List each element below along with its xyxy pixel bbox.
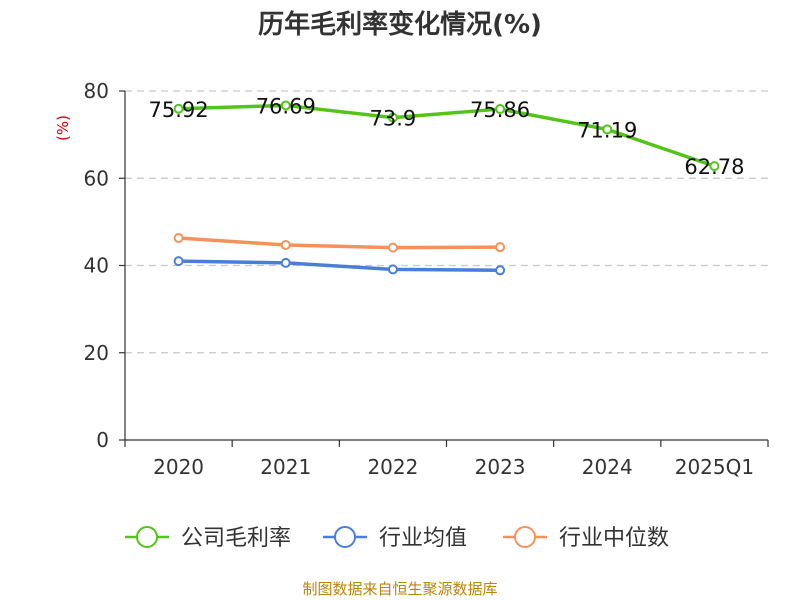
data-label: 76.69 <box>256 94 316 118</box>
data-point <box>387 264 398 275</box>
data-point <box>495 104 506 115</box>
x-tick-label: 2020 <box>153 455 204 479</box>
y-tick-label: 40 <box>84 254 109 278</box>
legend-label: 行业均值 <box>379 526 467 551</box>
data-label: 73.9 <box>370 107 417 131</box>
series-line <box>178 259 501 273</box>
legend-label: 行业中位数 <box>559 526 669 551</box>
series-line <box>178 236 501 250</box>
y-tick-label: 80 <box>84 79 109 103</box>
legend-label: 公司毛利率 <box>181 526 291 551</box>
legend-marker <box>514 526 536 548</box>
chart-title: 历年毛利率变化情况(%) <box>258 9 542 40</box>
y-axis-label: (%) <box>54 115 72 141</box>
data-point <box>173 103 184 114</box>
x-tick-label: 2022 <box>367 455 418 479</box>
legend-marker <box>136 526 158 548</box>
x-tick-labels: 2020 2021 2022 2023 2024 2025Q1 <box>124 440 769 479</box>
y-tick-label: 0 <box>96 428 109 452</box>
source-note: 制图数据来自恒生聚源数据库 <box>302 580 497 598</box>
data-label: 62.78 <box>684 155 744 179</box>
data-point <box>387 242 398 253</box>
y-tick-labels: 0 20 40 60 80 <box>84 79 125 452</box>
data-label: 75.92 <box>149 98 209 122</box>
data-point <box>602 124 613 135</box>
data-point <box>709 161 720 172</box>
y-tick-label: 20 <box>84 341 109 365</box>
data-point <box>495 242 506 253</box>
x-tick-label: 2024 <box>582 455 633 479</box>
data-point <box>173 233 184 244</box>
data-label: 71.19 <box>577 118 637 142</box>
data-point <box>280 257 291 268</box>
data-labels: 75.92 76.69 73.9 75.86 71.19 62.78 <box>149 94 745 179</box>
data-point <box>173 256 184 267</box>
data-point <box>495 265 506 276</box>
legend-marker <box>334 526 356 548</box>
x-tick-label: 2025Q1 <box>675 455 754 479</box>
legend: 公司毛利率 行业均值 行业中位数 <box>125 526 669 551</box>
series-line <box>178 103 715 168</box>
x-tick-label: 2021 <box>260 455 311 479</box>
data-point <box>280 239 291 250</box>
grid-lines <box>125 90 768 354</box>
series-group <box>173 100 720 276</box>
data-point <box>387 112 398 123</box>
data-point <box>280 100 291 111</box>
data-label: 75.86 <box>470 98 530 122</box>
y-tick-label: 60 <box>84 166 109 190</box>
x-tick-label: 2023 <box>475 455 526 479</box>
